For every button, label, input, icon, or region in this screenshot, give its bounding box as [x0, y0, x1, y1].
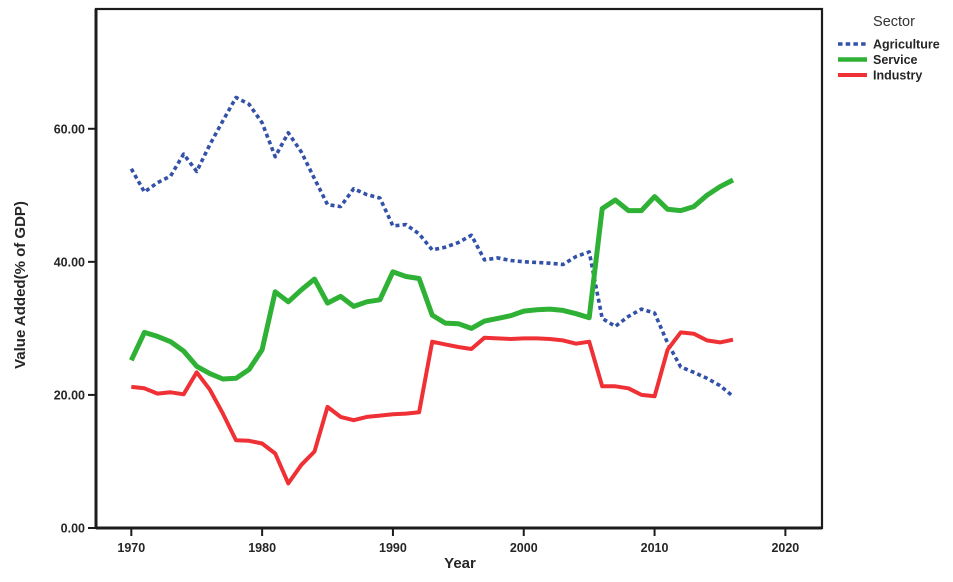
x-tick-label: 1980: [248, 541, 276, 555]
y-tick-label: 40.00: [54, 255, 85, 269]
legend-label-agriculture: Agriculture: [873, 38, 940, 52]
series-line-industry: [131, 330, 734, 486]
x-tick-label: 1970: [117, 541, 145, 555]
legend-item-service: Service: [838, 53, 918, 67]
axis-ticks-group: 0.00 20.00 40.00 60.00 1970 1980 1990 2000 2010 2…: [54, 122, 800, 555]
legend-label-industry: Industry: [873, 69, 922, 83]
x-tick-label: 2010: [641, 541, 669, 555]
plot-border: [94, 7, 824, 530]
y-axis-title: Value Added(% of GDP): [12, 201, 29, 369]
x-tick-label: 2020: [771, 541, 799, 555]
y-tick-label: 60.00: [54, 122, 85, 136]
legend-title: Sector: [873, 14, 915, 30]
series-lines-group: [129, 95, 735, 486]
y-tick-label: 20.00: [54, 388, 85, 402]
x-axis-title: Year: [444, 555, 476, 572]
legend-item-industry: Industry: [838, 69, 922, 83]
y-tick-label: 0.00: [61, 522, 85, 536]
legend-item-agriculture: Agriculture: [838, 38, 940, 52]
x-tick-label: 2000: [510, 541, 538, 555]
series-line-service: [129, 177, 735, 382]
legend-label-service: Service: [873, 53, 918, 67]
x-tick-label: 1990: [379, 541, 407, 555]
plot-frame-group: [94, 7, 824, 530]
